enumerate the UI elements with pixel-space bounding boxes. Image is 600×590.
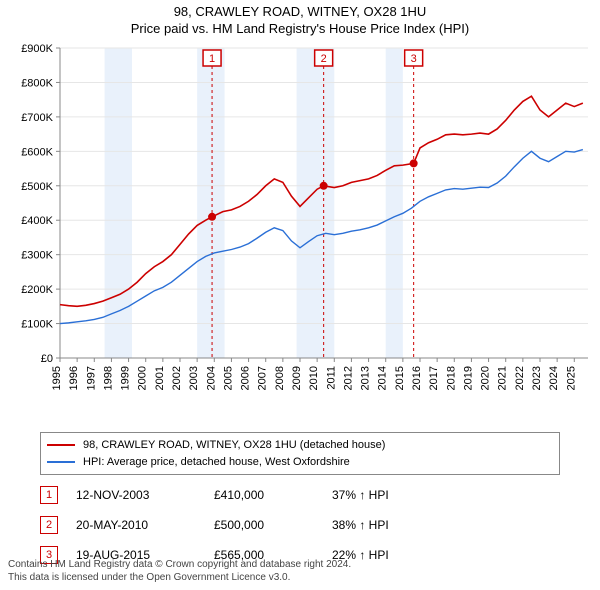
svg-text:2003: 2003 — [188, 366, 200, 390]
footer-line2: This data is licensed under the Open Gov… — [8, 571, 351, 584]
svg-text:2005: 2005 — [222, 366, 234, 390]
svg-text:£200K: £200K — [21, 284, 53, 296]
svg-text:1: 1 — [209, 53, 215, 65]
svg-text:2013: 2013 — [360, 366, 372, 390]
title-subtitle: Price paid vs. HM Land Registry's House … — [0, 21, 600, 36]
svg-text:2014: 2014 — [377, 366, 389, 390]
svg-text:2000: 2000 — [137, 366, 149, 390]
svg-text:2020: 2020 — [480, 366, 492, 390]
svg-text:2008: 2008 — [274, 366, 286, 390]
svg-text:£500K: £500K — [21, 181, 53, 193]
event-row: 1 12-NOV-2003 £410,000 37% ↑ HPI — [40, 480, 560, 510]
svg-text:2019: 2019 — [462, 366, 474, 390]
title-block: 98, CRAWLEY ROAD, WITNEY, OX28 1HU Price… — [0, 0, 600, 36]
svg-text:2002: 2002 — [171, 366, 183, 390]
legend-row: 98, CRAWLEY ROAD, WITNEY, OX28 1HU (deta… — [47, 437, 553, 454]
event-badge: 1 — [40, 486, 58, 504]
chart-container: 98, CRAWLEY ROAD, WITNEY, OX28 1HU Price… — [0, 0, 600, 590]
legend-swatch — [47, 444, 75, 446]
footer-attribution: Contains HM Land Registry data © Crown c… — [8, 558, 351, 584]
event-badge: 2 — [40, 516, 58, 534]
svg-text:1996: 1996 — [68, 366, 80, 390]
legend-swatch — [47, 461, 75, 463]
legend-label: HPI: Average price, detached house, West… — [83, 454, 350, 471]
svg-text:2023: 2023 — [531, 366, 543, 390]
svg-text:£300K: £300K — [21, 250, 53, 262]
legend-row: HPI: Average price, detached house, West… — [47, 454, 553, 471]
svg-text:2010: 2010 — [308, 366, 320, 390]
svg-text:2018: 2018 — [445, 366, 457, 390]
svg-text:1995: 1995 — [51, 366, 63, 390]
svg-text:£0: £0 — [41, 353, 53, 365]
svg-text:£600K: £600K — [21, 146, 53, 158]
svg-text:£900K: £900K — [21, 43, 53, 55]
svg-text:2021: 2021 — [497, 366, 509, 390]
svg-text:2017: 2017 — [428, 366, 440, 390]
events-table: 1 12-NOV-2003 £410,000 37% ↑ HPI 2 20-MAY-201… — [40, 480, 560, 570]
event-diff: 37% ↑ HPI — [332, 488, 389, 502]
svg-text:£400K: £400K — [21, 215, 53, 227]
svg-text:2001: 2001 — [154, 366, 166, 390]
svg-text:2024: 2024 — [548, 366, 560, 390]
legend-label: 98, CRAWLEY ROAD, WITNEY, OX28 1HU (deta… — [83, 437, 385, 454]
svg-text:3: 3 — [411, 53, 417, 65]
footer-line1: Contains HM Land Registry data © Crown c… — [8, 558, 351, 571]
svg-text:1997: 1997 — [85, 366, 97, 390]
svg-text:2016: 2016 — [411, 366, 423, 390]
svg-text:2006: 2006 — [240, 366, 252, 390]
svg-text:2011: 2011 — [325, 366, 337, 390]
event-price: £500,000 — [214, 518, 314, 532]
event-price: £410,000 — [214, 488, 314, 502]
title-address: 98, CRAWLEY ROAD, WITNEY, OX28 1HU — [0, 4, 600, 19]
svg-text:2004: 2004 — [205, 366, 217, 390]
svg-text:2009: 2009 — [291, 366, 303, 390]
event-diff: 38% ↑ HPI — [332, 518, 389, 532]
svg-text:2025: 2025 — [565, 366, 577, 390]
event-date: 20-MAY-2010 — [76, 518, 196, 532]
svg-text:1998: 1998 — [102, 366, 114, 390]
chart-area: £0 £100K £200K £300K £400K £500K £600K £700K £80… — [0, 42, 600, 422]
svg-text:£800K: £800K — [21, 77, 53, 89]
chart-svg: £0 £100K £200K £300K £400K £500K £600K £700K £80… — [0, 42, 600, 422]
svg-text:2007: 2007 — [257, 366, 269, 390]
event-row: 2 20-MAY-2010 £500,000 38% ↑ HPI — [40, 510, 560, 540]
svg-text:£700K: £700K — [21, 112, 53, 124]
svg-text:1999: 1999 — [120, 366, 132, 390]
svg-text:2012: 2012 — [342, 366, 354, 390]
svg-text:2022: 2022 — [514, 366, 526, 390]
svg-text:£100K: £100K — [21, 319, 53, 331]
legend: 98, CRAWLEY ROAD, WITNEY, OX28 1HU (deta… — [40, 432, 560, 475]
event-date: 12-NOV-2003 — [76, 488, 196, 502]
svg-text:2: 2 — [321, 53, 327, 65]
svg-text:2015: 2015 — [394, 366, 406, 390]
